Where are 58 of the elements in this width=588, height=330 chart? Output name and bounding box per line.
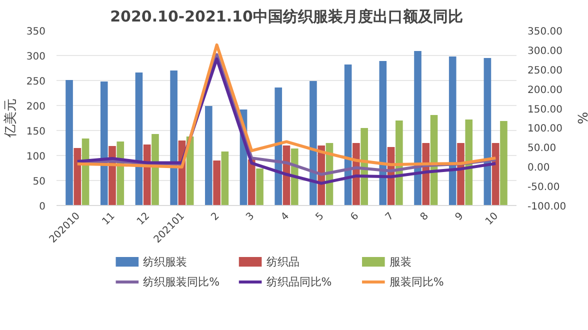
x-tick-label: 4 <box>279 210 292 223</box>
y2-tick-label: 300.00 <box>528 46 562 57</box>
y-axis-title: 亿美元 <box>2 98 18 138</box>
bar <box>256 168 264 206</box>
y2-tick-label: 250.00 <box>528 65 562 76</box>
x-tick-label: 2 <box>209 210 222 223</box>
x-tick-label: 11 <box>100 210 118 228</box>
x-tick-label: 12 <box>135 210 152 228</box>
bar <box>448 56 456 206</box>
legend-label: 服装 <box>389 255 412 268</box>
y2-tick-label: 200.00 <box>528 84 562 96</box>
y-tick-label: 0 <box>39 202 46 212</box>
y-tick-label: 200 <box>26 102 46 112</box>
y2-axis-title: % <box>574 112 588 124</box>
bar <box>465 120 473 206</box>
bar <box>213 160 220 206</box>
bar <box>492 143 500 206</box>
bar <box>152 134 159 206</box>
y2-tick-label: 0.00 <box>528 162 550 174</box>
bar <box>500 121 508 206</box>
y-tick-label: 350 <box>26 26 46 38</box>
y2-tick-label: 50.00 <box>528 143 556 154</box>
x-tick-label: 10 <box>484 210 501 228</box>
x-tick-label: 6 <box>348 210 362 223</box>
x-tick-label: 9 <box>453 210 466 223</box>
legend-label: 纺织品 <box>266 255 300 268</box>
bar <box>248 160 256 206</box>
chart-title: 2020.10-2021.10中国纺织服装月度出口额及同比 <box>110 8 463 26</box>
bar <box>74 148 82 206</box>
y-tick-label: 250 <box>26 76 46 88</box>
x-tick-label: 8 <box>418 210 431 223</box>
x-tick-label: 3 <box>244 210 257 223</box>
legend-label: 服装同比% <box>389 276 444 289</box>
bar <box>310 81 317 206</box>
bar <box>457 143 464 206</box>
y2-tick-label: -50.00 <box>528 182 560 194</box>
bar <box>100 82 108 206</box>
y2-tick-label: 150.00 <box>528 104 562 116</box>
bar <box>484 58 492 206</box>
bar <box>170 70 178 206</box>
y2-tick-label: 100.00 <box>528 124 562 135</box>
y-tick-label: 50 <box>32 176 46 188</box>
legend-label: 纺织服装同比% <box>143 276 220 289</box>
bar <box>135 72 143 206</box>
bar <box>414 51 422 206</box>
bar <box>205 106 212 206</box>
y2-tick-label: -100.00 <box>528 202 566 212</box>
y-tick-label: 150 <box>26 126 46 138</box>
y2-tick-label: 350.00 <box>528 26 562 38</box>
legend-label: 纺织品同比% <box>266 276 332 289</box>
x-tick-label: 5 <box>314 210 326 223</box>
y-tick-label: 100 <box>26 152 46 162</box>
bar <box>66 80 73 206</box>
bar <box>221 152 229 206</box>
y-tick-label: 300 <box>26 52 46 62</box>
legend-label: 纺织服装 <box>143 255 188 268</box>
bar <box>274 88 282 206</box>
x-tick-label: 7 <box>384 210 396 223</box>
